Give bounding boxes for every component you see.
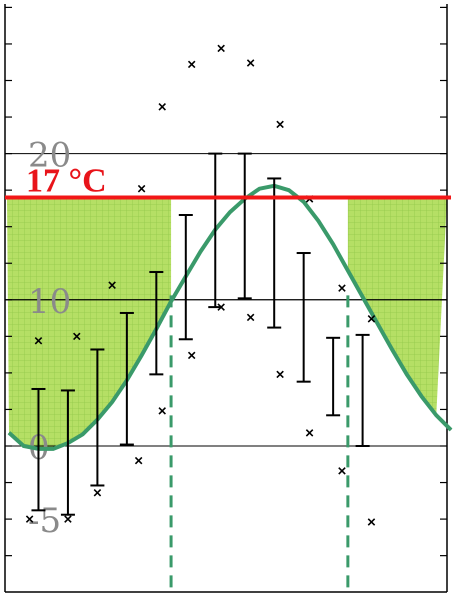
error-bar	[208, 152, 223, 309]
error-bar	[267, 177, 282, 329]
extreme-point	[217, 303, 225, 311]
extreme-points	[25, 44, 376, 526]
error-bar	[149, 271, 164, 376]
y-tick-label: -5	[28, 501, 61, 541]
extreme-point	[34, 336, 43, 345]
extreme-point	[246, 59, 255, 67]
error-bars	[31, 152, 370, 516]
shaded-region-left	[7, 197, 172, 449]
plot-frame	[4, 4, 448, 593]
shaded-regions	[7, 197, 447, 449]
error-bar	[31, 387, 46, 512]
extreme-point	[367, 315, 376, 323]
extreme-point	[338, 467, 346, 475]
mean-temperature-curve	[7, 183, 453, 451]
error-bar	[296, 252, 311, 383]
threshold-group: 17 °C	[5, 162, 451, 200]
error-bar	[119, 311, 134, 446]
extreme-point	[187, 60, 196, 69]
extreme-point	[367, 518, 376, 526]
extreme-point	[158, 103, 166, 111]
error-bar	[90, 348, 105, 487]
extreme-point	[93, 489, 102, 497]
extreme-point	[137, 184, 146, 193]
error-bar	[326, 336, 341, 417]
extreme-point	[108, 281, 116, 289]
extreme-point	[187, 351, 196, 360]
extreme-point	[276, 370, 284, 379]
error-bar	[237, 152, 252, 300]
extreme-point	[158, 407, 166, 415]
temperature-curve	[7, 183, 453, 451]
extreme-point	[64, 515, 72, 523]
y-tick-labels: 20100-5	[28, 136, 71, 541]
axis-ticks	[5, 6, 447, 557]
extreme-point	[217, 44, 225, 53]
y-tick-label: 20	[28, 136, 71, 176]
error-bar	[355, 333, 370, 447]
extreme-point	[134, 456, 143, 465]
shaded-region-right	[347, 197, 447, 416]
extreme-point	[305, 429, 314, 437]
extreme-point	[25, 515, 34, 523]
error-bar	[60, 389, 75, 516]
gridlines	[5, 153, 447, 447]
extreme-point	[338, 284, 346, 292]
error-bar	[178, 214, 193, 341]
extreme-point	[276, 120, 284, 129]
cutoff-lines	[169, 295, 350, 592]
extreme-point	[246, 313, 255, 322]
y-tick-label: 10	[28, 282, 71, 322]
extreme-point	[73, 332, 81, 341]
threshold-label: 17 °C	[26, 162, 107, 199]
